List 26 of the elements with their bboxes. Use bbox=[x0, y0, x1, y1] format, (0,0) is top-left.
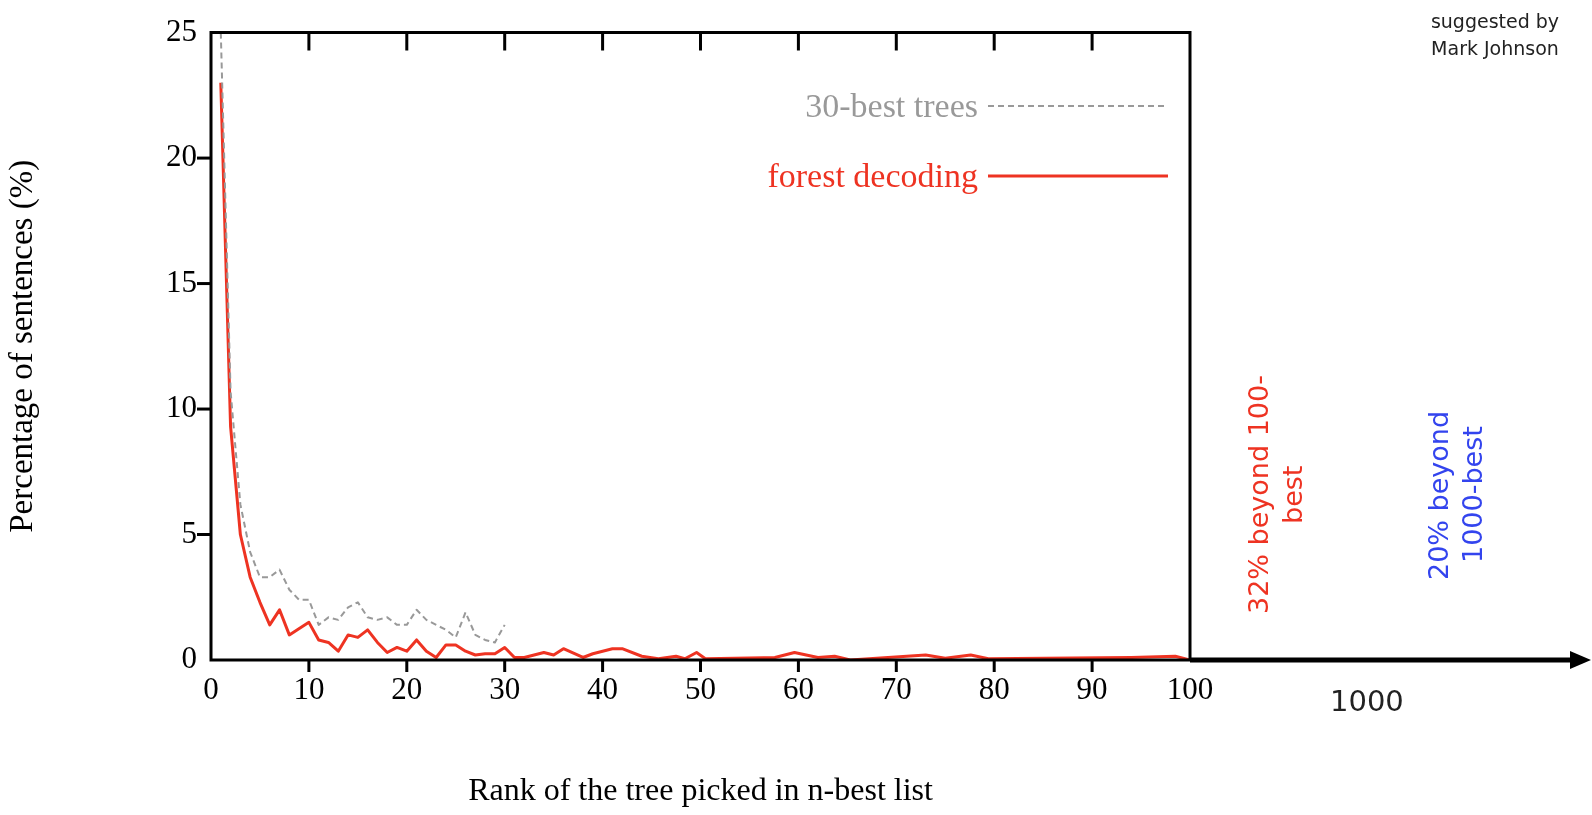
text: suggested by Mark Johnson bbox=[1429, 9, 1561, 61]
text: 20% beyond 1000-best bbox=[1422, 409, 1489, 582]
y-tick-label: 20 bbox=[166, 138, 197, 174]
y-tick-label: 0 bbox=[181, 640, 197, 676]
x-tick-label: 100 bbox=[1166, 670, 1214, 706]
x-tick-label: 0 bbox=[203, 670, 219, 706]
x-axis-title: Rank of the tree picked in n-best list bbox=[468, 771, 933, 808]
y-tick-label: 5 bbox=[181, 514, 197, 550]
x-tick-label: 80 bbox=[978, 670, 1010, 706]
x-tick-label: 30 bbox=[489, 670, 521, 706]
x-tick-label: 50 bbox=[685, 670, 716, 706]
y-tick-label: 10 bbox=[166, 389, 197, 425]
text: 1000 bbox=[1330, 684, 1404, 718]
x-tick-label: 20 bbox=[391, 670, 423, 706]
x-tick-label: 60 bbox=[782, 670, 814, 706]
y-tick-label: 25 bbox=[166, 12, 197, 48]
x-tick-label: 40 bbox=[587, 670, 619, 706]
x-tick-label: 90 bbox=[1076, 670, 1108, 706]
text: 32% beyond 100-best bbox=[1242, 374, 1309, 617]
y-axis-title: Percentage of sentences (%) bbox=[3, 159, 41, 533]
text: 30-best trees bbox=[805, 86, 978, 125]
line-series bbox=[219, 32, 506, 644]
y-tick-label: 15 bbox=[166, 263, 197, 299]
x-tick-label: 10 bbox=[293, 670, 325, 706]
text: forest decoding bbox=[767, 156, 978, 195]
x-tick-label: 70 bbox=[880, 670, 912, 706]
